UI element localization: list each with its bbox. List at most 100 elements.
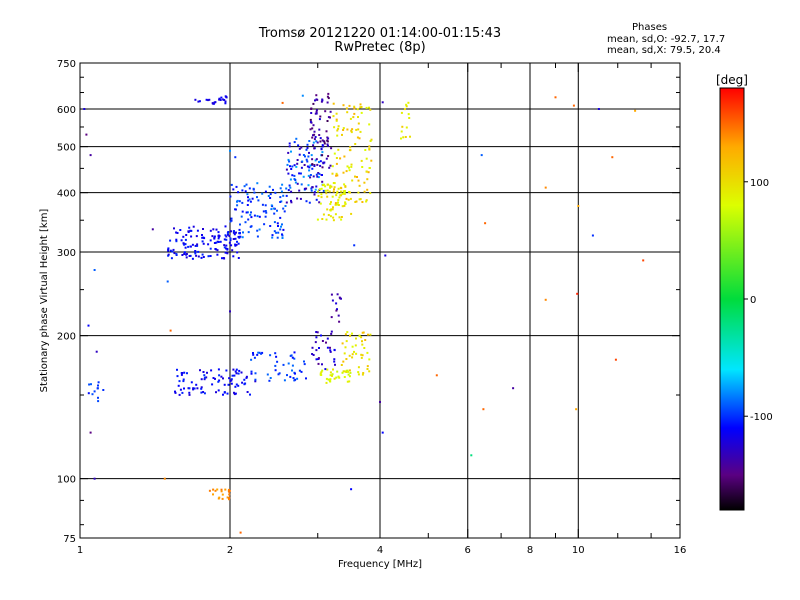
echo-point [264,190,267,193]
echo-point [213,235,216,238]
echo-point [246,211,249,214]
echo-point [97,384,99,387]
echo-point [223,244,226,247]
echo-point [359,198,362,201]
echo-point [342,127,345,130]
echo-point [591,234,594,237]
echo-point [215,228,218,231]
echo-point [333,360,336,363]
echo-point [329,164,332,167]
echo-point [270,204,273,207]
echo-point [331,208,334,211]
echo-point [85,133,88,136]
echo-point [311,158,314,161]
echo-point [336,203,339,206]
echo-point [252,187,255,190]
echo-point [313,191,316,194]
echo-point [357,191,360,194]
echo-point [310,107,313,110]
echo-point [361,354,364,357]
echo-point [362,372,365,374]
echo-point [331,373,334,376]
echo-point [337,125,340,128]
echo-point [218,235,221,238]
echo-point [303,187,306,190]
echo-point [316,331,319,334]
echo-point [202,242,205,245]
echo-point [408,117,411,119]
echo-point [214,377,216,380]
echo-point [329,378,332,381]
echo-point [368,147,371,150]
echo-point [173,252,176,255]
echo-point [344,202,347,205]
echo-point [208,489,211,492]
echo-point [306,160,309,163]
echo-point [93,390,96,393]
echo-point [220,96,223,99]
echo-point [257,199,260,202]
echo-point [291,356,294,359]
echo-point [321,180,324,183]
echo-point [191,257,194,260]
echo-point [327,144,329,147]
echo-point [353,107,356,110]
echo-point [329,371,332,374]
echo-point [213,242,216,244]
echo-point [202,391,205,393]
echo-point [232,238,235,240]
echo-point [323,142,326,145]
echo-point [218,379,221,382]
echo-point [229,195,232,198]
echo-point [209,255,212,257]
echo-point [384,254,387,257]
echo-point [238,232,241,235]
echo-point [349,371,352,374]
echo-point [336,293,339,296]
echo-point [320,334,322,337]
echo-point [379,401,381,403]
echo-point [244,221,247,224]
echo-point [185,234,188,236]
echo-point [256,235,259,238]
echo-point [306,146,309,149]
echo-point [180,373,183,376]
echo-point [151,228,154,231]
echo-point [297,144,300,147]
echo-point [345,340,348,343]
echo-point [202,371,205,373]
echo-point [319,137,322,140]
echo-point [307,155,310,158]
echo-point [251,197,254,200]
echo-point [365,157,368,160]
echo-point [351,179,354,182]
echo-point [93,269,96,271]
echo-point [348,191,351,193]
echo-point [360,111,363,114]
echo-point [322,145,325,148]
echo-point [235,185,238,188]
echo-point [209,247,212,250]
echo-point [283,379,286,382]
echo-point [184,246,187,249]
echo-point [228,241,231,244]
echo-point [243,383,246,386]
echo-point [285,201,288,204]
echo-point [317,362,320,365]
echo-point [319,160,322,163]
phase-colorbar: 100 0 -100 [deg] [716,73,773,511]
echo-point [282,228,285,231]
echo-point [253,214,256,217]
echo-point [238,228,241,231]
echo-point [179,229,182,231]
echo-point [269,193,272,196]
echo-point [201,253,204,256]
echo-point [203,392,206,395]
echo-point [329,350,332,353]
echo-point [261,192,264,195]
echo-point [203,376,206,379]
echo-point [350,212,353,215]
echo-point [174,390,176,393]
echo-point [234,385,237,388]
echo-point [338,216,341,219]
